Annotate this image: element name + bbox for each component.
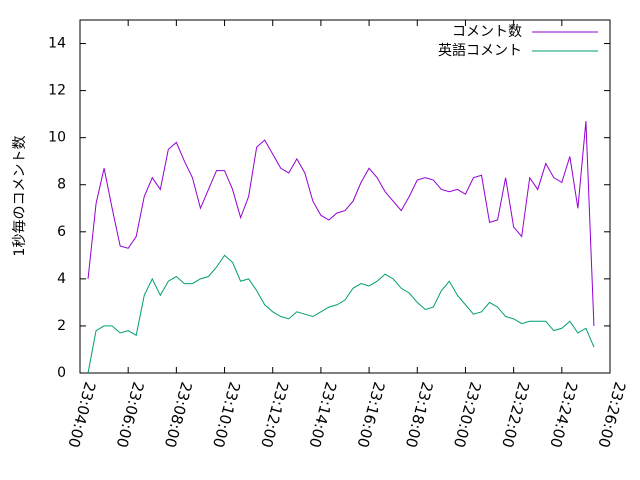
legend-label: 英語コメント <box>438 42 522 59</box>
y-tick-label: 6 <box>57 224 66 240</box>
legend-label: コメント数 <box>452 24 522 40</box>
x-tick-label: 23:12:00 <box>257 380 292 450</box>
x-tick-label: 23:16:00 <box>353 380 388 450</box>
plot-frame <box>79 19 611 374</box>
y-tick-label: 12 <box>48 83 66 99</box>
series-line <box>87 121 595 326</box>
x-tick-label: 23:10:00 <box>209 380 244 450</box>
x-tick-label: 23:24:00 <box>546 380 581 450</box>
x-tick-label: 23:14:00 <box>305 380 340 450</box>
y-tick-label: 0 <box>57 365 66 381</box>
x-tick-label: 23:20:00 <box>450 380 485 450</box>
x-tick-label: 23:06:00 <box>113 380 148 450</box>
x-tick-label: 23:04:00 <box>64 380 99 450</box>
x-tick-label: 23:18:00 <box>402 380 437 450</box>
x-tick-label: 23:08:00 <box>161 380 196 450</box>
y-axis-label: 1秒毎のコメント数 <box>12 136 28 257</box>
y-tick-label: 10 <box>48 130 66 146</box>
y-tick-label: 8 <box>57 177 66 193</box>
y-tick-label: 14 <box>48 36 66 52</box>
y-tick-label: 4 <box>57 271 66 287</box>
y-tick-label: 2 <box>57 318 66 334</box>
x-tick-label: 23:26:00 <box>594 380 629 450</box>
x-tick-label: 23:22:00 <box>498 380 533 450</box>
series-line <box>87 254 595 374</box>
